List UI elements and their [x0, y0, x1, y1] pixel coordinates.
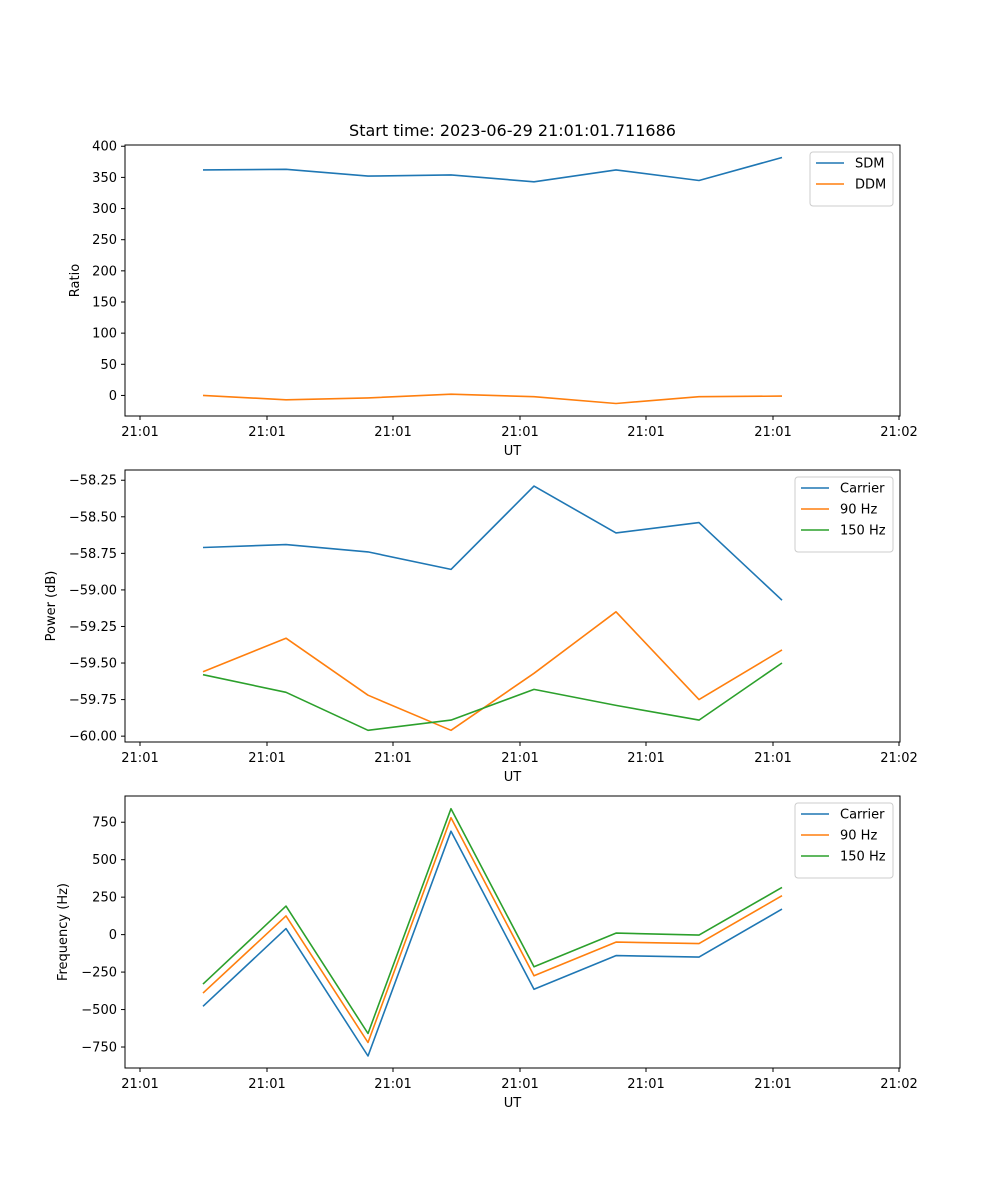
y-tick-label: 350	[92, 171, 117, 186]
legend-label: 150 Hz	[840, 524, 886, 539]
y-tick-label: −59.00	[69, 583, 117, 598]
series-line-150-hz	[202, 807, 783, 1035]
x-tick-label: 21:01	[121, 425, 158, 440]
y-tick-label: 200	[92, 264, 117, 279]
legend-label: Carrier	[840, 808, 885, 823]
series-line-90-hz	[202, 610, 783, 732]
legend: Carrier 90 Hz 150 Hz	[794, 476, 894, 553]
series-line-90-hz	[202, 816, 783, 1044]
series-line-150-hz	[202, 662, 783, 732]
x-tick-label: 21:01	[501, 751, 538, 766]
y-tick-label: −59.75	[69, 693, 117, 708]
y-tick-label: 0	[109, 928, 117, 943]
axes-frame	[124, 795, 901, 1069]
y-tick-label: −59.50	[69, 657, 117, 672]
x-tick-label: 21:02	[880, 751, 917, 766]
x-tick-label: 21:01	[754, 751, 791, 766]
legend-label: 150 Hz	[840, 850, 886, 865]
x-tick-label: 21:01	[627, 425, 664, 440]
y-tick-label: 400	[92, 140, 117, 155]
legend-box	[794, 476, 894, 553]
legend-label: 90 Hz	[840, 503, 877, 518]
y-axis-label: Frequency (Hz)	[56, 883, 71, 981]
x-tick-label: 21:01	[121, 1077, 158, 1092]
chart-panel-1: Start time: 2023-06-29 21:01:01.711686 0 5…	[68, 121, 918, 459]
axes-frame	[124, 469, 901, 743]
y-tick-label: −60.00	[69, 730, 117, 745]
y-tick-label: −500	[81, 1003, 117, 1018]
axes-frame	[124, 144, 901, 417]
x-tick-label: 21:01	[121, 751, 158, 766]
series-line-sdm	[202, 156, 783, 183]
x-tick-label: 21:01	[501, 1077, 538, 1092]
series-line-ddm	[202, 393, 783, 405]
legend: SDM DDM	[809, 151, 894, 207]
y-tick-label: −58.50	[69, 510, 117, 525]
x-tick-label: 21:01	[627, 1077, 664, 1092]
y-tick-label: −58.75	[69, 547, 117, 562]
y-axis-label: Power (dB)	[44, 571, 59, 642]
x-tick-label: 21:01	[754, 1077, 791, 1092]
y-tick-label: 750	[92, 816, 117, 831]
y-tick-label: 250	[92, 233, 117, 248]
y-tick-label: 0	[109, 389, 117, 404]
legend-label: SDM	[855, 157, 884, 172]
y-tick-label: 100	[92, 327, 117, 342]
legend-label: DDM	[855, 178, 886, 193]
legend-label: Carrier	[840, 482, 885, 497]
y-tick-label: 500	[92, 853, 117, 868]
x-tick-label: 21:02	[880, 1077, 917, 1092]
y-tick-label: 50	[100, 358, 117, 373]
x-axis-label: UT	[504, 1096, 522, 1111]
y-tick-label: −750	[81, 1041, 117, 1056]
x-tick-label: 21:01	[501, 425, 538, 440]
chart-title: Start time: 2023-06-29 21:01:01.711686	[349, 121, 676, 140]
x-tick-label: 21:01	[248, 1077, 285, 1092]
x-tick-label: 21:01	[374, 751, 411, 766]
x-axis-label: UT	[504, 770, 522, 785]
chart-panel-2: −60.00 −59.75 −59.50 −59.25 −59.00 −58.75 −58.…	[44, 469, 918, 785]
y-tick-label: 300	[92, 202, 117, 217]
series-line-carrier	[202, 830, 783, 1057]
y-tick-label: 150	[92, 295, 117, 310]
legend-box	[809, 151, 894, 207]
x-tick-label: 21:01	[754, 425, 791, 440]
x-tick-label: 21:02	[880, 425, 917, 440]
legend: Carrier 90 Hz 150 Hz	[794, 802, 894, 879]
x-tick-label: 21:01	[374, 425, 411, 440]
x-tick-label: 21:01	[627, 751, 664, 766]
x-tick-label: 21:01	[374, 1077, 411, 1092]
chart-panel-3: −750 −500 −250 0 250 500 750 21:01 21:01 21:01 21:…	[56, 795, 918, 1111]
x-axis-label: UT	[504, 444, 522, 459]
y-tick-label: 250	[92, 891, 117, 906]
x-tick-label: 21:01	[248, 751, 285, 766]
legend-label: 90 Hz	[840, 829, 877, 844]
x-tick-label: 21:01	[248, 425, 285, 440]
y-tick-label: −58.25	[69, 474, 117, 489]
series-line-carrier	[202, 485, 783, 601]
legend-box	[794, 802, 894, 879]
y-tick-label: −59.25	[69, 620, 117, 635]
y-tick-label: −250	[81, 966, 117, 981]
y-axis-label: Ratio	[68, 264, 83, 297]
